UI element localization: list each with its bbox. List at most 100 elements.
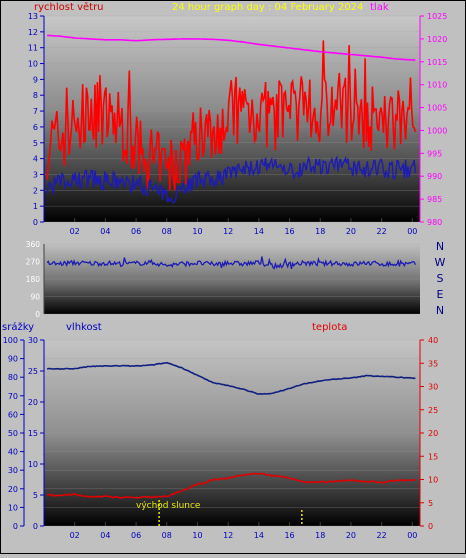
- rain-label: srážky: [2, 321, 34, 333]
- temp-axis-tick-label: 10: [428, 476, 438, 485]
- direction-axis-tick-label: 0: [35, 310, 40, 319]
- series-pressure: [47, 34, 416, 61]
- axis-layer: 0123456789101112139809859909951000100510…: [3, 12, 448, 540]
- lower-x-axis-tick-label: 08: [162, 531, 172, 540]
- wind-x-axis-tick-label: 06: [131, 227, 141, 236]
- wind-x-axis-tick-label: 18: [315, 227, 325, 236]
- series-humidity: [46, 361, 416, 395]
- wind-x-axis-tick-label: 04: [100, 227, 110, 236]
- pressure-axis-tick-label: 1025: [427, 12, 447, 21]
- temp-axis-tick-label: 5: [428, 499, 433, 508]
- lower-x-axis-tick-label: 00: [407, 531, 417, 540]
- series-wind-direction: [46, 256, 416, 270]
- rain-axis-tick-label: 30: [8, 466, 18, 475]
- series-layer: [46, 34, 417, 526]
- grid-layer: [44, 15, 420, 527]
- temp-axis-tick-label: 15: [428, 452, 438, 461]
- sunrise-label: východ slunce: [136, 501, 201, 511]
- humidity-axis-tick-label: 10: [28, 460, 38, 469]
- wind-x-axis-tick-label: 14: [254, 227, 264, 236]
- humidity-axis-tick-label: 15: [28, 429, 38, 438]
- wind-x-axis-tick-label: 08: [162, 227, 172, 236]
- pressure-axis-tick-label: 1010: [427, 81, 447, 90]
- lower-x-axis-tick-label: 04: [100, 531, 110, 540]
- wind-axis-tick-label: 12: [28, 28, 38, 37]
- pressure-axis-tick-label: 1005: [427, 104, 447, 113]
- rain-axis-tick-label: 20: [8, 485, 18, 494]
- rain-axis-tick-label: 100: [3, 336, 18, 345]
- temp-axis-tick-label: 20: [428, 429, 438, 438]
- pressure-axis-tick-label: 1015: [427, 58, 447, 67]
- pressure-axis-tick-label: 1020: [427, 35, 447, 44]
- humidity-axis-tick-label: 5: [33, 491, 38, 500]
- humidity-label: vlhkost: [66, 322, 102, 333]
- humidity-axis-tick-label: 0: [33, 522, 38, 531]
- wind-x-axis-tick-label: 00: [407, 227, 417, 236]
- lower-x-axis-tick-label: 02: [70, 531, 80, 540]
- compass-e: E: [437, 288, 444, 301]
- temp-axis-tick-label: 30: [428, 383, 438, 392]
- lower-x-axis-tick-label: 12: [223, 531, 233, 540]
- compass-s: S: [437, 272, 444, 285]
- wind-speed-label: rychlost větru: [34, 1, 104, 13]
- series-average-wind: [46, 155, 417, 204]
- rain-axis-tick-label: 50: [8, 429, 18, 438]
- temperature-label: teplota: [312, 322, 347, 333]
- wind-axis-tick-label: 0: [33, 218, 38, 227]
- wind-axis-tick-label: 13: [28, 12, 38, 21]
- wind-axis-tick-label: 9: [33, 75, 38, 84]
- lower-x-axis-tick-label: 22: [377, 531, 387, 540]
- direction-axis-tick-label: 270: [26, 258, 41, 267]
- lower-x-axis-tick-label: 20: [346, 531, 356, 540]
- wind-x-axis-tick-label: 02: [70, 227, 80, 236]
- pressure-axis-tick-label: 980: [427, 218, 442, 227]
- pressure-axis-tick-label: 985: [427, 195, 442, 204]
- temp-axis-tick-label: 0: [428, 522, 433, 531]
- temp-axis-tick-label: 40: [428, 336, 438, 345]
- rain-axis-tick-label: 60: [8, 410, 18, 419]
- rain-axis-tick-label: 40: [8, 448, 18, 457]
- lower-x-axis-tick-label: 16: [284, 531, 294, 540]
- chart-title: 24 hour graph day : 04 February 2024: [172, 2, 363, 13]
- rain-axis-tick-label: 80: [8, 373, 18, 382]
- temp-axis-tick-label: 35: [428, 359, 438, 368]
- pressure-axis-tick-label: 990: [427, 172, 442, 181]
- wind-axis-tick-label: 11: [28, 44, 38, 53]
- series-gust: [46, 40, 417, 191]
- humidity-axis-tick-label: 30: [28, 336, 38, 345]
- direction-axis-tick-label: 180: [26, 275, 41, 284]
- lower-x-axis-tick-label: 06: [131, 531, 141, 540]
- pressure-axis-tick-label: 1000: [427, 126, 447, 135]
- wind-axis-tick-label: 1: [33, 202, 38, 211]
- wind-axis-tick-label: 10: [28, 60, 38, 69]
- wind-x-axis-tick-label: 20: [346, 227, 356, 236]
- compass-n-top: N: [436, 240, 444, 253]
- rain-axis-tick-label: 10: [8, 503, 18, 512]
- pressure-label: tlak: [370, 2, 389, 13]
- wind-x-axis-tick-label: 12: [223, 227, 233, 236]
- rain-axis-tick-label: 0: [13, 522, 18, 531]
- wind-x-axis-tick-label: 10: [192, 227, 202, 236]
- lower-x-axis-tick-label: 18: [315, 531, 325, 540]
- wind-x-axis-tick-label: 22: [377, 227, 387, 236]
- wind-axis-tick-label: 3: [33, 170, 38, 179]
- humidity-axis-tick-label: 25: [28, 367, 38, 376]
- wind-axis-tick-label: 6: [33, 123, 38, 132]
- humidity-axis-tick-label: 20: [28, 398, 38, 407]
- pressure-axis-tick-label: 995: [427, 149, 442, 158]
- lower-x-axis-tick-label: 10: [192, 531, 202, 540]
- compass-n-bottom: N: [436, 304, 444, 317]
- rain-axis-tick-label: 90: [8, 355, 18, 364]
- wind-x-axis-tick-label: 16: [284, 227, 294, 236]
- wind-axis-tick-label: 5: [33, 139, 38, 148]
- compass-w: W: [435, 256, 446, 269]
- wind-axis-tick-label: 8: [33, 91, 38, 100]
- rain-axis-tick-label: 70: [8, 392, 18, 401]
- wind-axis-tick-label: 7: [33, 107, 38, 116]
- wind-axis-tick-label: 2: [33, 186, 38, 195]
- temp-axis-tick-label: 25: [428, 406, 438, 415]
- direction-axis-tick-label: 90: [30, 293, 40, 302]
- direction-axis-tick-label: 360: [26, 240, 41, 249]
